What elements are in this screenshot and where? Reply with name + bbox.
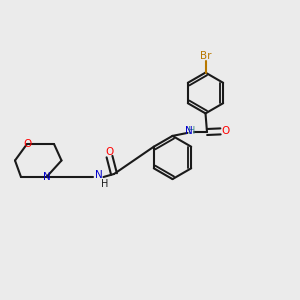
Text: H: H <box>101 178 109 189</box>
Text: O: O <box>23 139 31 149</box>
Text: N: N <box>43 172 50 182</box>
Text: O: O <box>105 147 114 157</box>
Text: H: H <box>188 126 195 136</box>
Text: O: O <box>221 126 230 136</box>
Text: Br: Br <box>200 51 211 62</box>
Text: N: N <box>184 126 192 136</box>
Text: N: N <box>95 170 103 181</box>
